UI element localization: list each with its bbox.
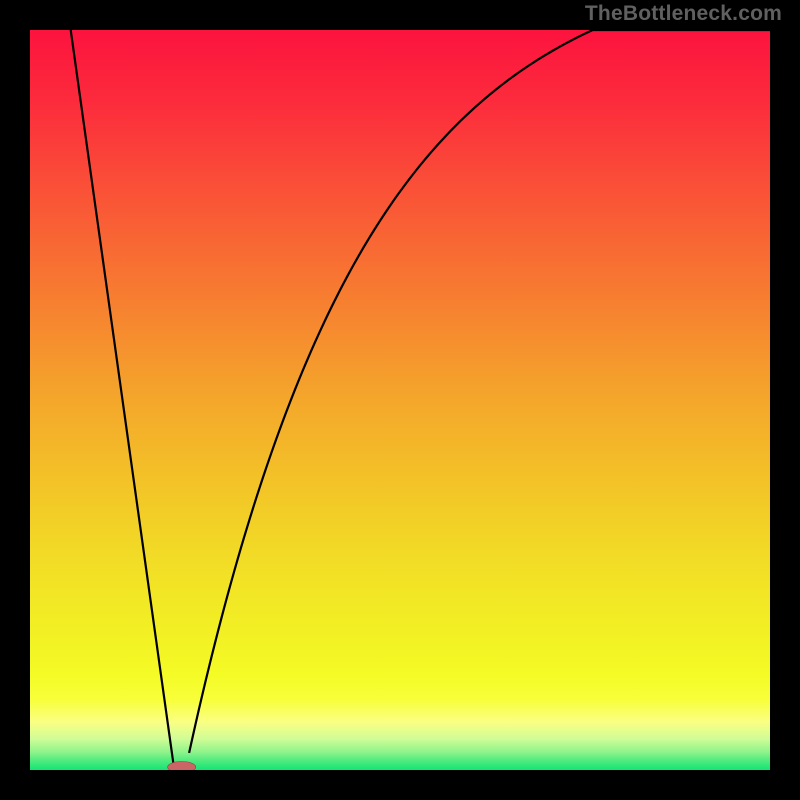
watermark-text: TheBottleneck.com (585, 2, 782, 26)
chart-background (30, 30, 770, 770)
chart-container: TheBottleneck.com (0, 0, 800, 800)
chart-plot-area (30, 30, 770, 770)
chart-marker (168, 761, 196, 770)
chart-svg (30, 30, 770, 770)
